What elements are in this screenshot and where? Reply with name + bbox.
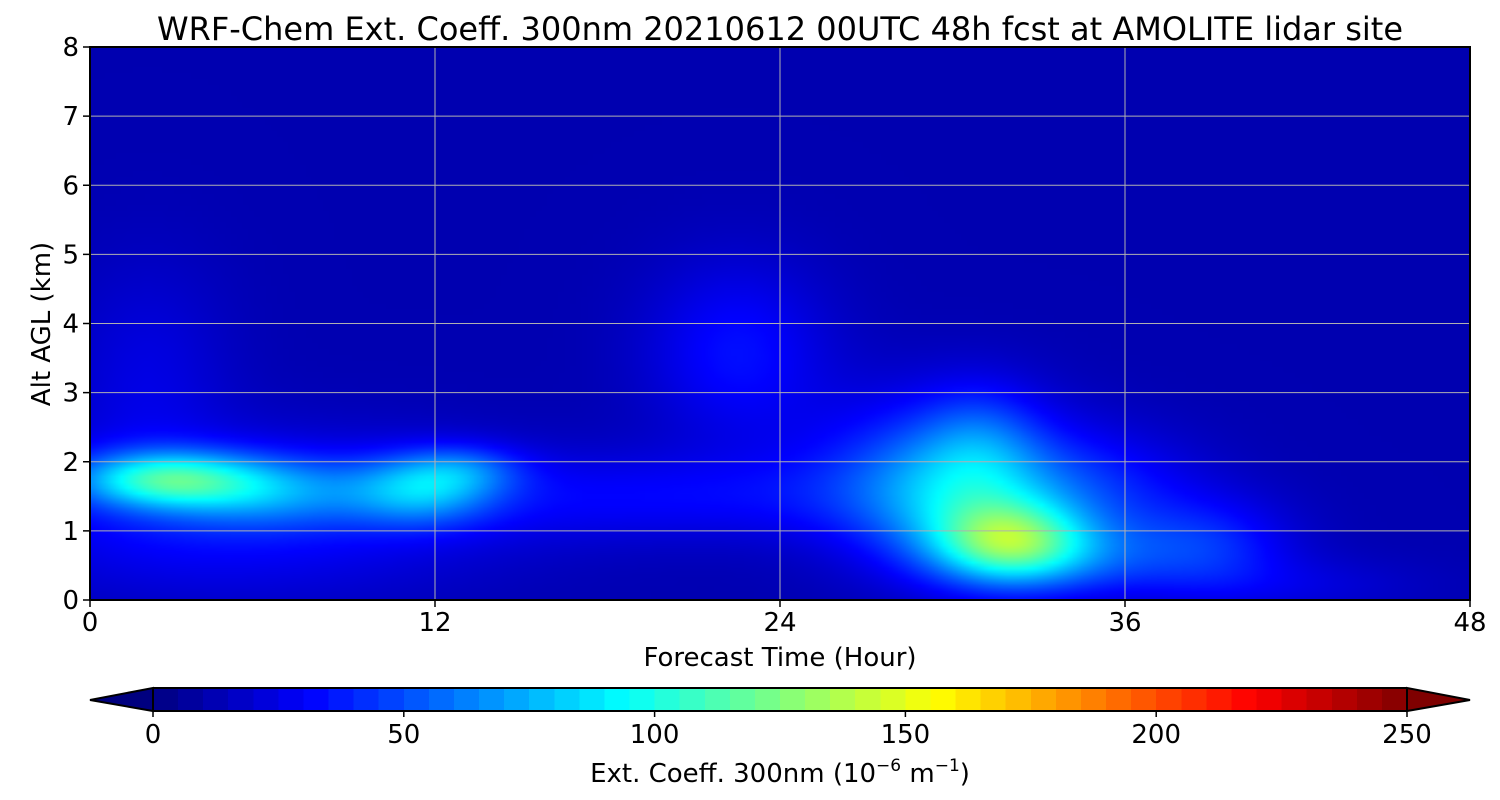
x-tick-label: 24: [763, 608, 796, 638]
colorbar-tick-label: 150: [881, 720, 931, 750]
colorbar-label-end: ): [960, 759, 970, 789]
y-tick-label: 7: [62, 102, 79, 132]
colorbar-tick-label: 200: [1131, 720, 1181, 750]
x-tick-label: 36: [1108, 608, 1141, 638]
y-tick-label: 1: [62, 517, 79, 547]
y-tick-label: 8: [62, 33, 79, 63]
x-axis: 0 12 24 36 48: [82, 600, 1487, 638]
colorbar-label: Ext. Coeff. 300nm (10−6 m−1): [590, 756, 970, 789]
colorbar-label-mid: m: [901, 759, 935, 789]
colorbar-ticks: 0 50 100 150 200 250: [145, 711, 1432, 750]
y-tick-label: 0: [62, 586, 79, 616]
y-tick-label: 6: [62, 171, 79, 201]
y-tick-label: 5: [62, 240, 79, 270]
y-tick-label: 3: [62, 379, 79, 409]
x-axis-label: Forecast Time (Hour): [643, 643, 916, 673]
colorbar-extend-high: [1406, 686, 1471, 713]
colorbar: 0 50 100 150 200 250 Ext. Coeff. 300nm (10−6 …: [89, 686, 1471, 789]
y-axis: 0 1 2 3 4 5 6 7 8: [62, 33, 90, 616]
colorbar-tick-label: 50: [387, 720, 420, 750]
chart-title: WRF-Chem Ext. Coeff. 300nm 20210612 00UT…: [157, 10, 1403, 48]
x-tick-label: 48: [1453, 608, 1486, 638]
colorbar-tick-label: 250: [1382, 720, 1432, 750]
x-tick-label: 0: [82, 608, 99, 638]
colorbar-tick-label: 0: [145, 720, 162, 750]
y-tick-label: 4: [62, 310, 79, 340]
x-tick-label: 12: [418, 608, 451, 638]
colorbar-label-main: Ext. Coeff. 300nm (10: [590, 759, 876, 789]
y-tick-label: 2: [62, 448, 79, 478]
colorbar-label-exp2: −1: [935, 756, 960, 776]
colorbar-extend-low: [89, 686, 154, 713]
colorbar-gradient: [153, 688, 1407, 711]
colorbar-tick-label: 100: [630, 720, 680, 750]
y-axis-label: Alt AGL (km): [27, 242, 57, 406]
colorbar-label-exp1: −6: [876, 756, 901, 776]
